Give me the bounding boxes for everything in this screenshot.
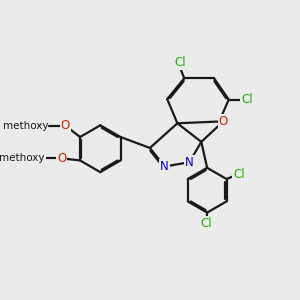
Text: methoxy: methoxy [50, 124, 56, 126]
Text: Cl: Cl [233, 168, 244, 181]
Text: N: N [160, 160, 169, 173]
Text: methoxy: methoxy [49, 124, 55, 126]
Text: Cl: Cl [175, 56, 186, 70]
Text: N: N [185, 156, 194, 169]
Text: methoxy: methoxy [0, 153, 45, 164]
Text: methoxy: methoxy [38, 125, 44, 126]
Text: methoxy: methoxy [48, 124, 55, 125]
Text: Cl: Cl [201, 217, 212, 230]
Text: O: O [61, 119, 70, 132]
Text: O: O [57, 152, 66, 165]
Text: O: O [218, 115, 228, 128]
Text: methoxy: methoxy [3, 121, 48, 130]
Text: Cl: Cl [241, 93, 253, 106]
